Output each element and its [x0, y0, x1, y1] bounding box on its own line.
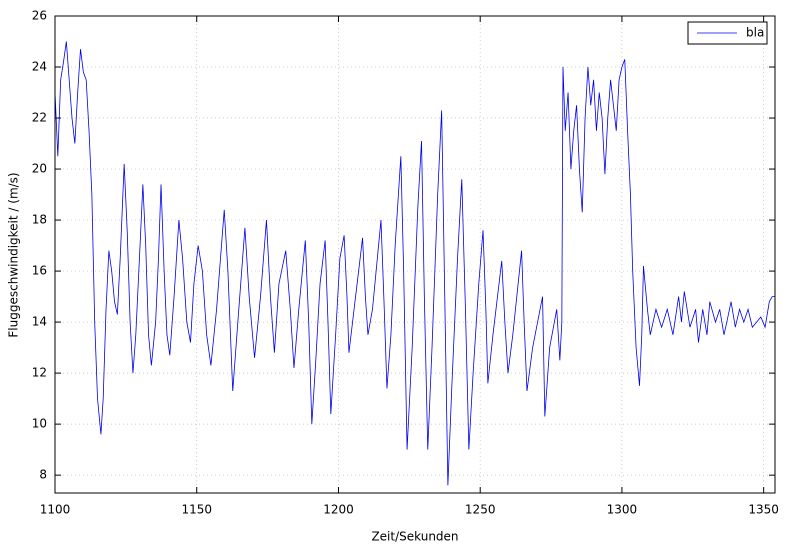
data-line: [54, 41, 775, 486]
x-tick-label: 1200: [323, 503, 354, 517]
y-tick-label: 26: [32, 9, 47, 23]
x-tick-label: 1250: [465, 503, 496, 517]
y-tick-label: 8: [39, 468, 47, 482]
x-tick-label: 1350: [748, 503, 779, 517]
x-axis-label: Zeit/Sekunden: [371, 530, 458, 544]
y-tick-label: 12: [32, 366, 47, 380]
y-tick-label: 22: [32, 111, 47, 125]
y-axis-label: Fluggeschwindigkeit / (m/s): [7, 172, 21, 337]
y-tick-label: 18: [32, 213, 47, 227]
y-tick-label: 24: [32, 60, 47, 74]
y-tick-label: 20: [32, 162, 47, 176]
x-tick-label: 1100: [40, 503, 71, 517]
y-tick-label: 14: [32, 315, 47, 329]
legend-label: bla: [746, 26, 764, 40]
x-tick-label: 1300: [607, 503, 638, 517]
y-tick-label: 10: [32, 417, 47, 431]
x-tick-label: 1150: [181, 503, 212, 517]
y-tick-label: 16: [32, 264, 47, 278]
plot-frame: [54, 15, 776, 494]
